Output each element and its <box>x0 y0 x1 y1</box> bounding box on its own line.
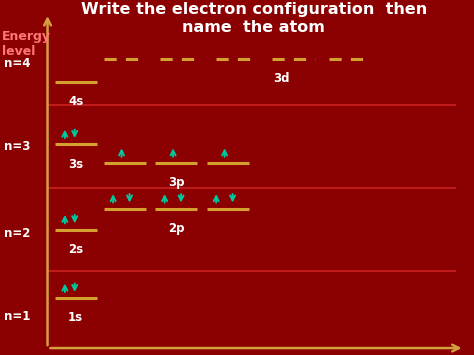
Text: 3d: 3d <box>273 72 290 85</box>
Text: n=1: n=1 <box>4 310 31 323</box>
Text: Write the electron configuration  then
name  the atom: Write the electron configuration then na… <box>81 1 427 34</box>
Text: 2p: 2p <box>168 222 184 235</box>
Text: n=3: n=3 <box>4 140 31 153</box>
Text: 3p: 3p <box>168 176 184 189</box>
Text: 3s: 3s <box>68 158 83 170</box>
Text: 1s: 1s <box>68 311 83 324</box>
Text: n=2: n=2 <box>4 227 31 240</box>
Text: 4s: 4s <box>68 95 83 108</box>
Text: Energy
level: Energy level <box>1 30 51 58</box>
Text: n=4: n=4 <box>4 56 31 70</box>
Text: 2s: 2s <box>68 243 83 256</box>
